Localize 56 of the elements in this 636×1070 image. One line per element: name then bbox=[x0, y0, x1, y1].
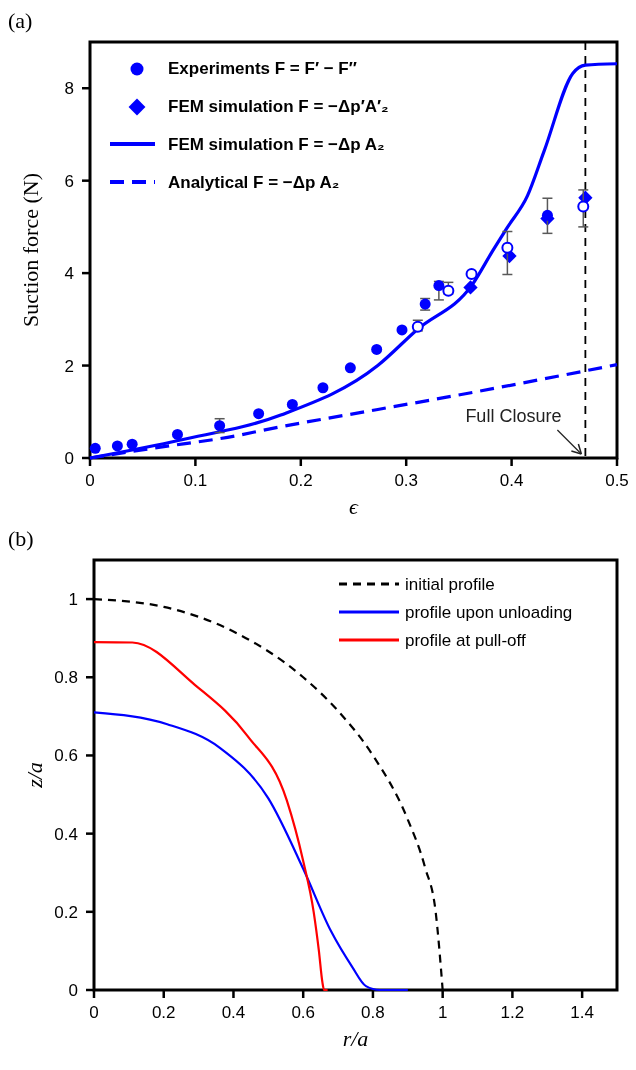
legend-label: Experiments F = F′ − F″ bbox=[168, 59, 357, 78]
legend-label: FEM simulation F = −Δp′A′₂ bbox=[168, 97, 389, 116]
x-tick-label: 1 bbox=[437, 1003, 448, 1022]
x-tick-label: 0.1 bbox=[183, 471, 208, 490]
legend-label: profile at pull-off bbox=[405, 631, 526, 650]
point bbox=[344, 362, 356, 374]
point bbox=[126, 438, 138, 450]
chart-title: (a) bbox=[8, 8, 33, 33]
point bbox=[171, 428, 183, 440]
x-tick-label: 0.4 bbox=[499, 471, 524, 490]
x-tick-label: 1.2 bbox=[500, 1003, 525, 1022]
point bbox=[317, 382, 329, 394]
y-tick-label: 2 bbox=[64, 356, 74, 376]
point bbox=[89, 442, 101, 454]
x-axis-title: r/a bbox=[342, 1026, 369, 1051]
x-tick-label: 0.3 bbox=[394, 471, 419, 490]
legend-label: Analytical F = −Δp A₂ bbox=[168, 173, 340, 192]
y-tick-label: 0 bbox=[64, 449, 74, 468]
point bbox=[371, 343, 383, 355]
point bbox=[463, 280, 478, 295]
point bbox=[111, 440, 123, 452]
y-tick-label: 0 bbox=[68, 981, 78, 1000]
y-tick-label: 0.8 bbox=[54, 668, 78, 688]
point bbox=[465, 268, 478, 281]
point bbox=[253, 408, 265, 420]
x-tick-label: 0.2 bbox=[288, 471, 313, 490]
point bbox=[577, 200, 590, 213]
point bbox=[286, 398, 298, 410]
point bbox=[396, 324, 408, 336]
point bbox=[541, 209, 553, 221]
chart-title: (b) bbox=[8, 526, 34, 551]
x-tick-label: 0.5 bbox=[605, 471, 629, 490]
annotation: Full Closure bbox=[465, 406, 562, 426]
legend-label: initial profile bbox=[405, 575, 495, 594]
y-axis-title: z/a bbox=[22, 762, 47, 789]
line-series bbox=[92, 711, 409, 992]
x-axis-title: ϵ bbox=[349, 494, 360, 519]
x-tick-label: 0.2 bbox=[151, 1003, 176, 1022]
line-series bbox=[92, 640, 329, 992]
x-tick-label: 0.4 bbox=[221, 1003, 246, 1022]
y-tick-label: 0.6 bbox=[54, 746, 78, 766]
y-tick-label: 0.2 bbox=[54, 902, 78, 922]
y-tick-label: 0.4 bbox=[54, 824, 78, 844]
x-tick-label: 0 bbox=[89, 1003, 99, 1022]
y-tick-label: 1 bbox=[68, 590, 78, 610]
y-tick-label: 6 bbox=[64, 171, 74, 191]
y-tick-label: 8 bbox=[64, 79, 74, 99]
x-tick-label: 0.6 bbox=[291, 1003, 316, 1022]
point bbox=[501, 241, 514, 254]
legend-label: FEM simulation F = −Δp A₂ bbox=[168, 135, 385, 154]
x-tick-label: 0.8 bbox=[361, 1003, 385, 1022]
x-tick-label: 1.4 bbox=[570, 1003, 594, 1022]
x-tick-label: 0 bbox=[85, 471, 95, 490]
y-tick-label: 4 bbox=[64, 264, 74, 284]
y-axis-title: Suction force (N) bbox=[18, 173, 43, 327]
legend-label: profile upon unloading bbox=[405, 603, 573, 622]
